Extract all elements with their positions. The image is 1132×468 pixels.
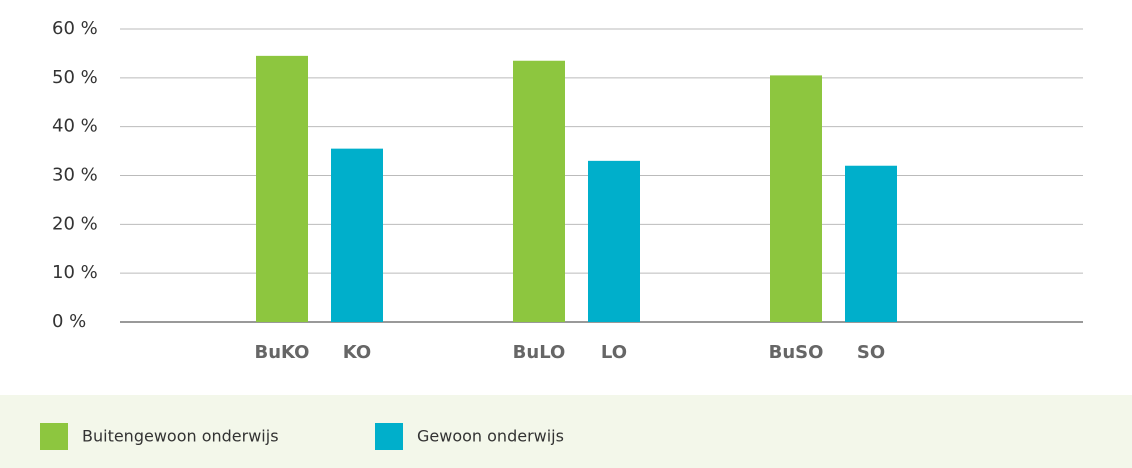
x-tick-label: BuKO xyxy=(255,342,310,363)
y-tick-label: 50 % xyxy=(52,67,98,88)
y-tick-label: 10 % xyxy=(52,262,98,283)
y-tick-label: 20 % xyxy=(52,213,98,234)
bar xyxy=(256,55,308,322)
legend-swatch xyxy=(40,423,68,450)
y-tick-label: 30 % xyxy=(52,165,98,186)
y-tick-label: 40 % xyxy=(52,116,98,137)
legend-label: Buitengewoon onderwijs xyxy=(82,427,279,446)
bar xyxy=(331,148,383,322)
y-tick-label: 60 % xyxy=(52,18,98,39)
x-tick-label: BuLO xyxy=(513,342,566,363)
bar xyxy=(770,75,822,323)
bar xyxy=(513,60,565,322)
x-tick-label: LO xyxy=(601,342,627,363)
x-tick-label: BuSO xyxy=(769,342,824,363)
bar xyxy=(588,160,640,322)
y-tick-label: 0 % xyxy=(52,311,86,332)
x-tick-label: SO xyxy=(857,342,885,363)
x-tick-label: KO xyxy=(343,342,371,363)
legend-label: Gewoon onderwijs xyxy=(417,427,564,446)
legend-swatch xyxy=(375,423,403,450)
bar xyxy=(845,165,897,322)
legend-background xyxy=(0,395,1132,468)
